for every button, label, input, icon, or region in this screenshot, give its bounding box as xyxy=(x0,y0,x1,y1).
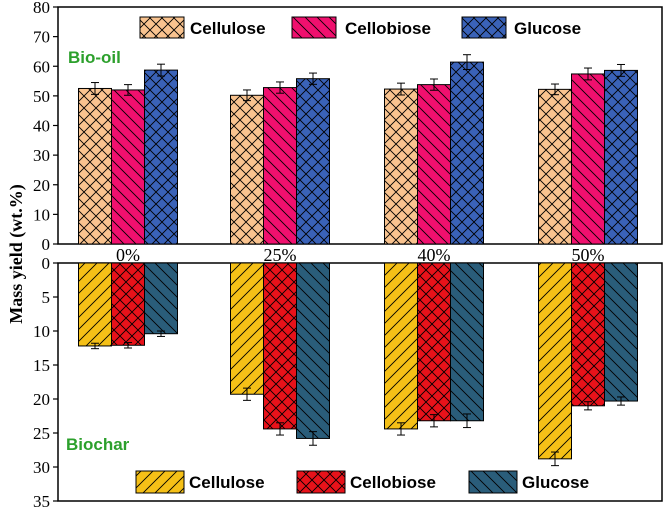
legend-label-cellobiose-bottom: Cellobiose xyxy=(350,473,436,492)
category-label: 0% xyxy=(116,245,140,265)
bio-oil-bar-hatch xyxy=(450,62,484,244)
y-tick-label: 30 xyxy=(33,146,50,165)
category-label: 50% xyxy=(572,245,605,265)
biochar-bars xyxy=(78,262,638,467)
legend-swatch-glucose-hatch xyxy=(462,17,506,38)
legend-swatch-cellulose-hatch xyxy=(140,17,184,38)
biochar-bar-hatch xyxy=(296,263,330,439)
top-legend: Cellulose Cellobiose Glucose xyxy=(139,16,581,39)
bio-oil-bar-hatch xyxy=(538,89,572,244)
biochar-bar-hatch xyxy=(230,263,264,395)
biochar-bar-hatch xyxy=(384,263,418,429)
bio-oil-label: Bio-oil xyxy=(68,48,121,67)
bio-oil-bar-hatch xyxy=(263,87,297,244)
y-tick-label: 50 xyxy=(33,87,50,106)
bio-oil-bar-hatch xyxy=(296,78,330,244)
y-tick-label: 10 xyxy=(33,205,50,224)
bottom-panel-frame xyxy=(57,262,663,502)
y-tick-label: 30 xyxy=(33,458,50,477)
legend-swatch-cellobiose-hatch xyxy=(292,17,336,38)
bio-oil-bar-hatch xyxy=(571,73,605,244)
y-tick-label: 70 xyxy=(33,28,50,47)
top-y-axis: 0 10 20 30 40 50 60 70 80 xyxy=(33,0,58,254)
biochar-bar-hatch xyxy=(571,263,605,406)
y-tick-label: 80 xyxy=(33,0,50,17)
y-tick-label: 0 xyxy=(42,235,51,254)
bio-oil-bar-hatch xyxy=(111,89,145,244)
legend-swatch-glucose-bottom-hatch xyxy=(469,471,517,493)
y-tick-label: 40 xyxy=(33,117,50,136)
legend-label-glucose-bottom: Glucose xyxy=(522,473,589,492)
biochar-label: Biochar xyxy=(66,435,130,454)
category-label: 25% xyxy=(264,245,297,265)
legend-label-cellobiose: Cellobiose xyxy=(345,19,431,38)
legend-swatch-cellobiose-bottom-hatch xyxy=(297,471,345,493)
y-axis-label: Mass yield (wt.%) xyxy=(6,184,27,323)
bio-oil-bar-hatch xyxy=(604,70,638,245)
bio-oil-bar-hatch xyxy=(230,95,264,244)
y-tick-label: 60 xyxy=(33,57,50,76)
legend-swatch-cellulose-bottom-hatch xyxy=(136,471,184,493)
biochar-bar-hatch xyxy=(417,263,451,421)
bio-oil-bars xyxy=(78,54,638,245)
bio-oil-bar-hatch xyxy=(417,84,451,245)
category-label: 40% xyxy=(418,245,451,265)
biochar-bar-hatch xyxy=(450,263,484,421)
biochar-bar-hatch xyxy=(538,263,572,459)
y-tick-label: 20 xyxy=(33,390,50,409)
y-tick-label: 15 xyxy=(33,356,50,375)
legend-label-cellulose-bottom: Cellulose xyxy=(189,473,265,492)
bio-oil-bar-hatch xyxy=(78,88,112,244)
bio-oil-bar-hatch xyxy=(144,70,178,244)
y-tick-label: 10 xyxy=(33,322,50,341)
biochar-bar-hatch xyxy=(144,263,178,334)
y-tick-label: 5 xyxy=(42,288,51,307)
category-labels: 0% 25% 40% 50% xyxy=(116,245,605,265)
legend-label-cellulose: Cellulose xyxy=(190,19,266,38)
y-tick-label: 0 xyxy=(42,254,51,273)
biochar-bar-hatch xyxy=(263,263,297,429)
legend-label-glucose: Glucose xyxy=(514,19,581,38)
biochar-bar-hatch xyxy=(111,263,145,346)
bottom-legend: Cellulose Cellobiose Glucose xyxy=(135,470,589,494)
y-tick-label: 35 xyxy=(33,492,50,507)
y-tick-label: 25 xyxy=(33,424,50,443)
bottom-y-axis: 0 5 10 15 20 25 30 35 xyxy=(33,254,58,507)
biochar-bar-hatch xyxy=(78,263,112,346)
y-tick-label: 20 xyxy=(33,176,50,195)
bio-oil-bar-hatch xyxy=(384,89,418,244)
biochar-bar-hatch xyxy=(604,263,638,402)
